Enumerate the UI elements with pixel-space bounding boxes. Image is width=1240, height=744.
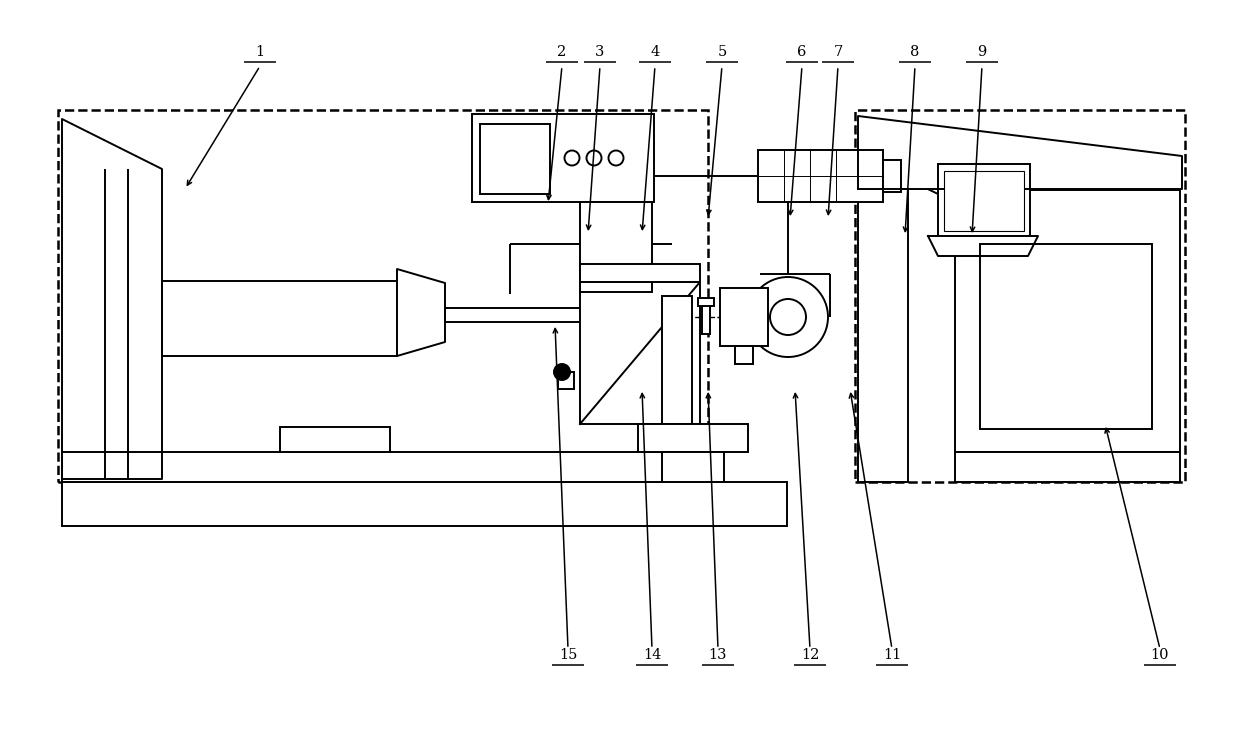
Bar [858,189,908,482]
Bar [720,288,768,346]
Bar [955,452,1180,482]
Text: 11: 11 [883,648,901,662]
Bar [580,264,701,282]
Bar [445,308,596,322]
Text: 2: 2 [557,45,567,59]
Bar [480,124,551,194]
Text: 12: 12 [801,648,820,662]
Bar [662,452,724,482]
Polygon shape [397,269,445,356]
Circle shape [587,150,601,165]
Bar [62,482,787,526]
Circle shape [609,150,624,165]
Bar [662,296,692,424]
Text: 3: 3 [595,45,605,59]
Bar [472,114,653,202]
Bar [702,299,711,334]
Bar [558,372,574,389]
Bar [955,190,1180,452]
Text: 8: 8 [910,45,920,59]
Polygon shape [62,119,162,479]
Bar [639,424,748,452]
Text: 5: 5 [718,45,727,59]
Bar [162,281,397,356]
Text: 14: 14 [642,648,661,662]
Bar [735,346,753,364]
Text: 7: 7 [833,45,843,59]
Polygon shape [928,236,1038,256]
Bar [856,110,1185,482]
Text: 13: 13 [709,648,727,662]
Text: 9: 9 [977,45,987,59]
Circle shape [564,150,579,165]
Circle shape [748,277,828,357]
Text: 15: 15 [559,648,577,662]
Text: 4: 4 [650,45,660,59]
Circle shape [554,364,570,380]
Bar [580,202,652,292]
Bar [944,171,1024,231]
Bar [698,298,714,306]
Bar [758,150,883,202]
Bar [883,160,901,192]
Polygon shape [580,282,701,424]
Bar [280,427,391,452]
Circle shape [770,299,806,335]
Polygon shape [858,116,1182,189]
Text: 10: 10 [1151,648,1169,662]
Bar [58,110,708,482]
Bar [937,164,1030,236]
Text: 1: 1 [255,45,264,59]
Bar [980,244,1152,429]
Bar [62,452,712,482]
Text: 6: 6 [797,45,807,59]
